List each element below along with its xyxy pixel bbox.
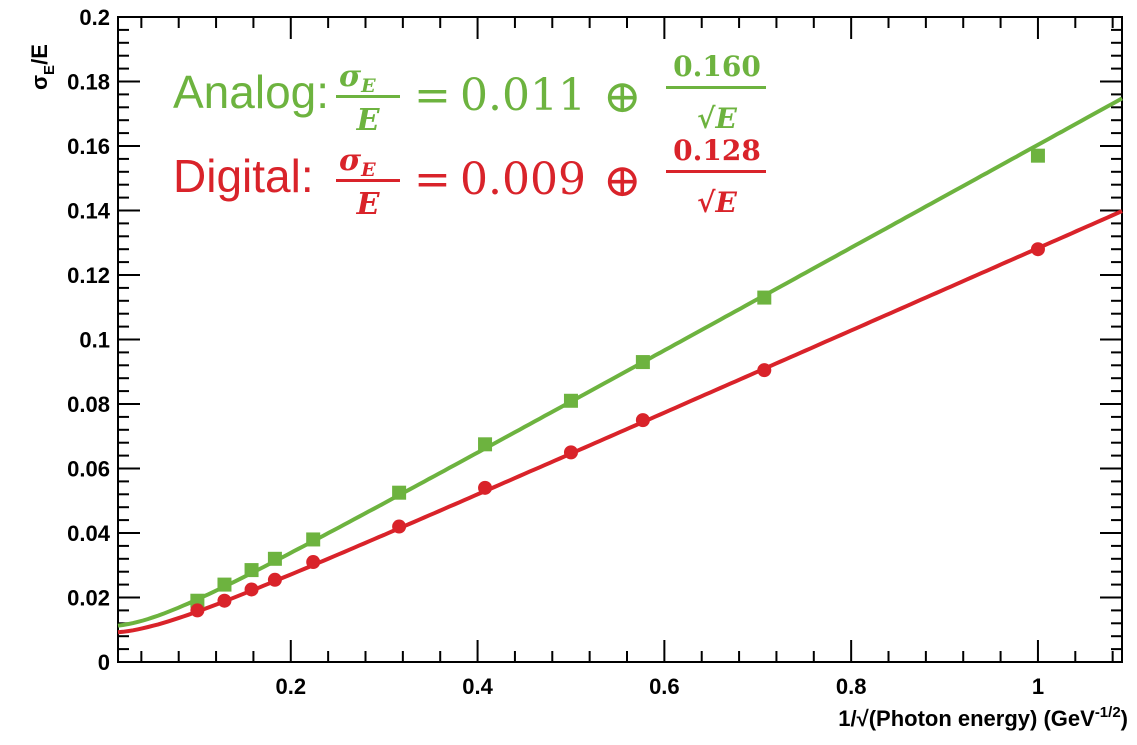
analog-data-point <box>635 355 650 370</box>
analog-formula-equals: = <box>414 70 451 121</box>
analog-fit-curve <box>117 96 1123 628</box>
analog-formula-sigma: σE <box>339 59 376 97</box>
y-tick-label: 0.06 <box>67 457 110 482</box>
digital-data-point <box>217 593 232 608</box>
digital-formula: σE E = 0.009 ⊕ 0.128 √E <box>336 134 766 222</box>
x-tick-label: 0.6 <box>649 674 680 699</box>
analog-formula-constant: 0.011 <box>460 70 586 121</box>
analog-formula-sqrt: √E <box>697 102 737 135</box>
analog-formula: σE E = 0.011 ⊕ 0.160 √E <box>336 50 766 138</box>
digital-data-point <box>306 555 321 570</box>
y-tick-label: 0.14 <box>67 199 111 224</box>
y-tick-label: 0.12 <box>67 263 110 288</box>
analog-data-point <box>306 532 321 547</box>
y-tick-label: 0.04 <box>67 521 111 546</box>
analog-data-point <box>1030 148 1045 163</box>
fit-curves <box>117 96 1123 635</box>
y-tick-label: 0 <box>98 650 110 675</box>
y-axis-title-main: σ <box>27 75 52 90</box>
digital-fit-curve <box>117 209 1123 635</box>
digital-data-point <box>563 445 578 460</box>
x-axis-title-exponent: -1/2 <box>1095 704 1121 721</box>
x-tick-label: 0.2 <box>275 674 306 699</box>
analog-formula-bar2 <box>666 86 766 89</box>
digital-formula-sigma: σE <box>339 143 376 181</box>
y-axis-title-suffix: /E <box>27 44 52 65</box>
digital-data-point <box>267 572 282 587</box>
analog-data-point <box>478 437 493 452</box>
digital-formula-den: E <box>356 187 381 222</box>
analog-data-point <box>563 393 578 408</box>
svg-text:σE/E: σE/E <box>27 44 58 90</box>
axes: 0 0.02 0.04 0.06 0.08 0.1 0.12 0.14 0.16 0.18 0.2 0… <box>67 5 1123 699</box>
analog-data-point <box>757 290 772 305</box>
analog-data-point <box>267 551 282 566</box>
analog-formula-oplus: ⊕ <box>603 69 642 123</box>
x-axis-title-main: 1/√(Photon energy) (GeV <box>838 706 1095 731</box>
digital-label: Digital: <box>173 150 314 202</box>
analog-formula-bar <box>336 95 400 98</box>
digital-data-point <box>757 363 772 378</box>
digital-data-point <box>244 582 259 597</box>
y-tick-label: 0.2 <box>79 5 110 30</box>
x-tick-label: 0.4 <box>462 674 493 699</box>
digital-annotation: Digital: σE E = 0.009 ⊕ 0.128 √E <box>173 134 766 222</box>
y-axis-title: σE/E <box>27 44 58 90</box>
x-tick-label: 0.8 <box>836 674 867 699</box>
analog-data-point <box>190 593 205 608</box>
analog-label: Analog: <box>173 66 329 118</box>
digital-formula-equals: = <box>414 154 451 205</box>
digital-formula-stochastic: 0.128 <box>673 134 761 167</box>
analog-data-point <box>217 577 232 592</box>
digital-formula-bar <box>336 179 400 182</box>
digital-data-point <box>392 519 407 534</box>
y-tick-label: 0.18 <box>67 70 110 95</box>
data-markers <box>190 148 1045 618</box>
x-axis-title: 1/√(Photon energy) (GeV-1/2) <box>838 704 1128 731</box>
y-axis-title-sub: E <box>41 65 58 75</box>
digital-formula-bar2 <box>666 170 766 173</box>
digital-data-point <box>190 603 205 618</box>
analog-data-point <box>392 485 407 500</box>
x-axis-title-suffix: ) <box>1121 706 1128 731</box>
y-tick-label: 0.08 <box>67 392 110 417</box>
y-tick-label: 0.02 <box>67 586 110 611</box>
digital-data-point <box>1030 242 1045 257</box>
y-tick-label: 0.1 <box>79 328 110 353</box>
analog-formula-stochastic: 0.160 <box>673 50 761 83</box>
digital-formula-oplus: ⊕ <box>603 153 642 207</box>
digital-data-point <box>635 413 650 428</box>
x-tick-label: 1 <box>1032 674 1044 699</box>
analog-data-point <box>244 563 259 578</box>
analog-formula-den: E <box>356 103 381 138</box>
digital-formula-constant: 0.009 <box>460 154 586 205</box>
analog-annotation: Analog: σE E = 0.011 ⊕ 0.160 √E <box>173 50 766 138</box>
digital-data-point <box>478 480 493 495</box>
y-tick-label: 0.16 <box>67 134 110 159</box>
digital-formula-sqrt: √E <box>697 186 737 219</box>
